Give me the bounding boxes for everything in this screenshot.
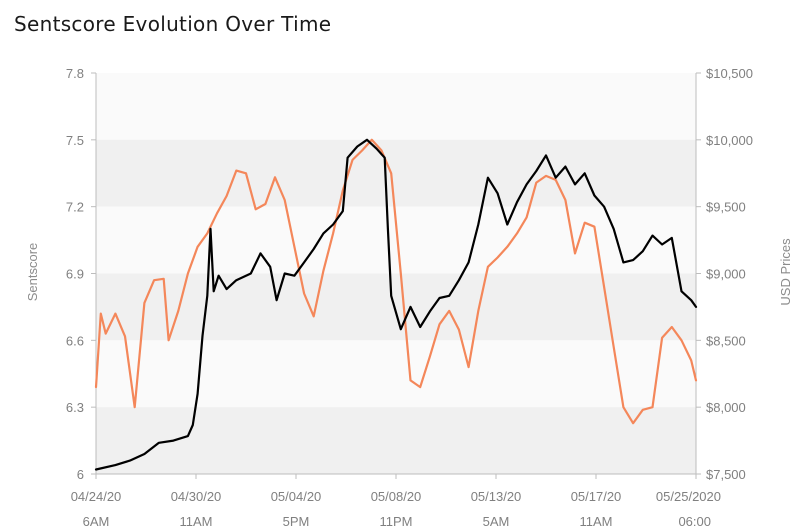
x-tick-time: 06:00	[678, 514, 711, 529]
x-tick-date: 05/13/20	[471, 489, 522, 504]
x-tick-date: 05/25/2020	[656, 489, 721, 504]
grid-bands	[96, 73, 696, 474]
x-tick-date: 04/24/20	[71, 489, 122, 504]
right-y-axis-ticks: $7,500 $8,000 $8,500 $9,000 $9,500 $10,000 $10…	[696, 66, 753, 482]
x-tick-time: 11AM	[180, 514, 213, 529]
left-tick-label: 7.2	[66, 200, 84, 215]
x-tick-time: 5PM	[283, 514, 310, 529]
grid-band	[96, 273, 696, 341]
grid-band	[96, 340, 696, 408]
right-tick-label: $9,500	[706, 200, 746, 215]
right-tick-label: $8,500	[706, 333, 746, 348]
x-tick-date: 05/04/20	[271, 489, 322, 504]
right-tick-label: $8,000	[706, 400, 746, 415]
grid-band	[96, 407, 696, 474]
grid-band	[96, 73, 696, 140]
left-tick-label: 6.9	[66, 267, 84, 282]
usd-price-series-line	[94, 138, 698, 425]
right-tick-label: $7,500	[706, 467, 746, 482]
left-tick-label: 6.3	[66, 400, 84, 415]
left-y-axis-title: Sentscore	[25, 243, 40, 302]
x-tick-date: 04/30/20	[171, 489, 222, 504]
left-tick-label: 6	[77, 467, 84, 482]
right-tick-label: $10,500	[706, 66, 753, 81]
right-tick-label: $10,000	[706, 133, 753, 148]
sentscore-series-line	[94, 138, 698, 471]
x-tick-date: 05/08/20	[371, 489, 422, 504]
x-tick-time: 6AM	[83, 514, 110, 529]
grid-band	[96, 139, 696, 207]
right-y-axis-title: USD Prices	[778, 238, 793, 306]
x-tick-time: 5AM	[483, 514, 510, 529]
x-tick-time: 11AM	[580, 514, 613, 529]
chart-title: Sentscore Evolution Over Time	[14, 12, 332, 36]
left-tick-label: 7.5	[66, 133, 84, 148]
left-tick-label: 6.6	[66, 333, 84, 348]
x-axis-ticks: 04/24/20 6AM 04/30/20 11AM 05/04/20 5PM 05/08/…	[71, 474, 721, 529]
x-tick-date: 05/17/20	[571, 489, 622, 504]
right-tick-label: $9,000	[706, 267, 746, 282]
left-y-axis-ticks: 6 6.3 6.6 6.9 7.2 7.5 7.8	[66, 66, 96, 482]
series-lines	[94, 138, 698, 471]
left-tick-label: 7.8	[66, 66, 84, 81]
x-tick-time: 11PM	[380, 514, 413, 529]
